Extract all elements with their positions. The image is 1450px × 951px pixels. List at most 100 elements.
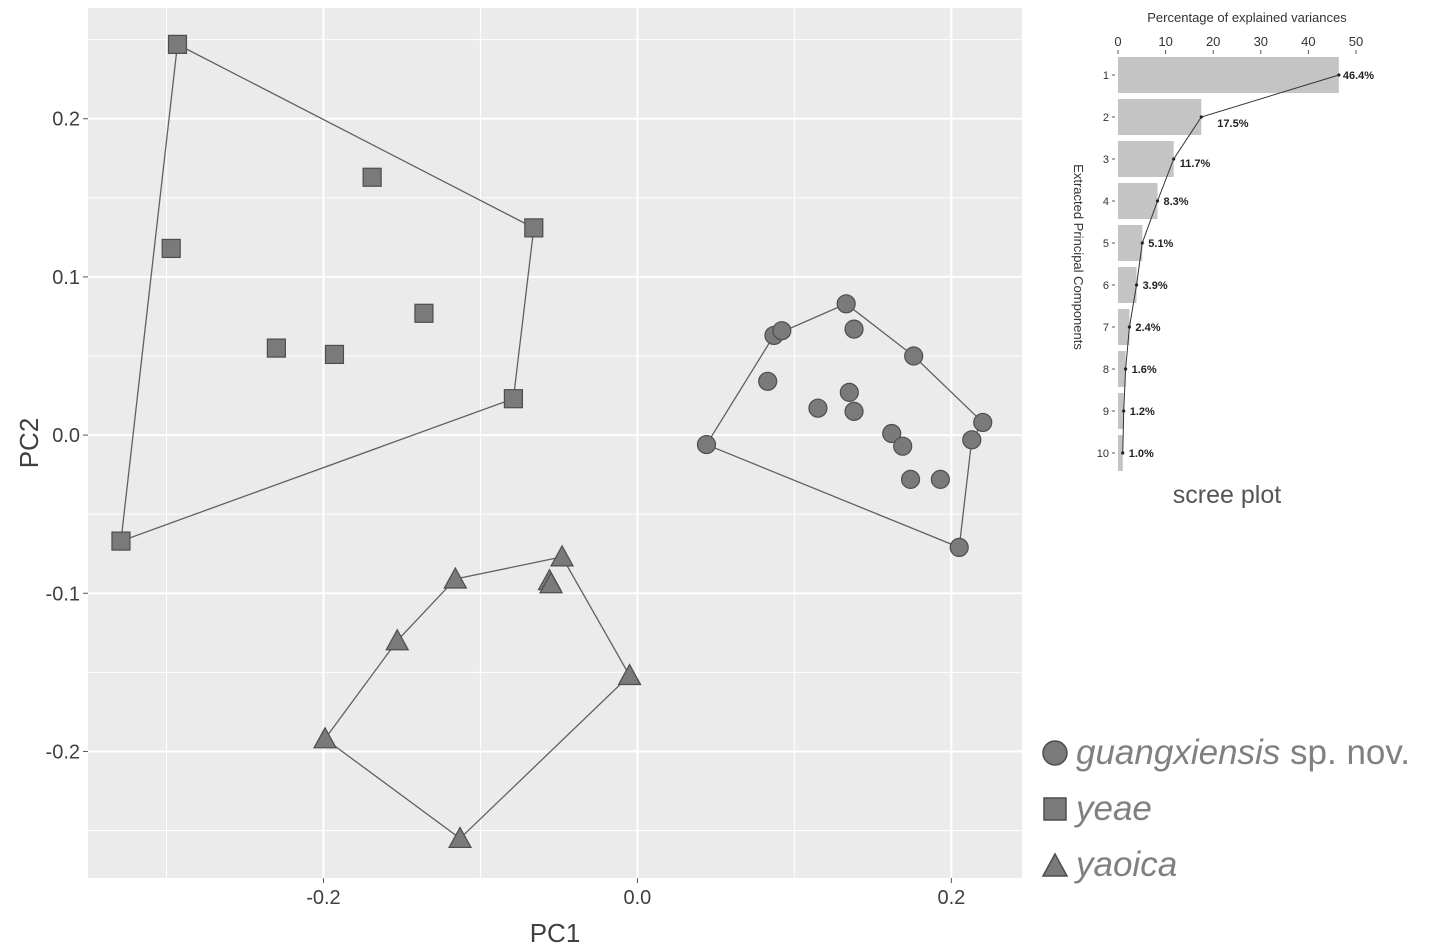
scree-point (1337, 73, 1341, 77)
legend-label-guangxiensis: guangxiensis sp. nov. (1076, 733, 1411, 772)
point-yaoica (550, 544, 575, 567)
axes: -0.2 0.0 0.2 0.2 0.1 0.0 -0.1 -0.2 (46, 109, 966, 909)
scree-plot: Percentage of explained variances 0 10 20 3… (1071, 10, 1374, 509)
point-guangxiensis (893, 436, 913, 456)
scree-bar (1118, 57, 1339, 93)
scree-y-axis-title: Extracted Principal Components (1071, 164, 1086, 350)
legend-item-yeae: yeae (1040, 781, 1448, 837)
x-tick-label: 0.0 (624, 887, 652, 909)
point-guangxiensis (962, 430, 982, 450)
scree-category-label: 6 (1103, 280, 1109, 292)
scree-bar (1118, 309, 1130, 345)
scree-point (1122, 409, 1126, 413)
scree-value-label: 2.4% (1135, 322, 1160, 334)
scree-line: 46.4% 17.5% 11.7% 8.3% 5.1% 3.9% 2.4% 1.6% 1.2% 1… (1121, 70, 1374, 460)
point-guangxiensis (949, 537, 969, 558)
scree-point (1127, 325, 1132, 329)
y-tick-label: -0.1 (46, 583, 80, 605)
plot-panel (88, 8, 1022, 878)
scree-value-label: 17.5% (1217, 118, 1248, 130)
y-axis-title: PC2 (14, 418, 44, 469)
scree-x-tick-label: 40 (1301, 34, 1315, 49)
scree-x-tick-label: 20 (1206, 34, 1220, 49)
point-yaoica (313, 726, 338, 749)
point-yaoica (385, 628, 410, 651)
scree-point (1172, 157, 1176, 161)
point-yaoica (448, 826, 473, 849)
point-guangxiensis (839, 382, 859, 402)
point-guangxiensis (758, 371, 778, 391)
point-yaoica (443, 566, 468, 589)
circle-marker-icon (1040, 738, 1070, 768)
point-guangxiensis (882, 423, 902, 444)
scree-caption: scree plot (1173, 481, 1281, 509)
scree-point (1121, 451, 1125, 455)
scree-x-tick-label: 50 (1349, 34, 1363, 49)
point-yeae (324, 344, 345, 365)
point-yaoica (539, 571, 564, 594)
point-yeae (167, 34, 188, 54)
scree-category-label: 2 (1103, 112, 1109, 124)
scree-bars: 1 2 3 4 5 6 7 8 9 10 (1097, 57, 1339, 471)
scree-category-label: 8 (1103, 364, 1109, 376)
point-guangxiensis (973, 412, 993, 433)
point-guangxiensis (808, 398, 828, 418)
y-tick-label: 0.0 (52, 425, 80, 447)
scree-category-label: 7 (1103, 322, 1109, 334)
square-marker-icon (1040, 794, 1070, 824)
scree-bar (1118, 435, 1123, 471)
point-guangxiensis (696, 434, 717, 455)
scree-x-tick-label: 30 (1254, 34, 1268, 49)
point-guangxiensis (844, 401, 864, 421)
point-guangxiensis (930, 469, 950, 489)
point-yeae (111, 531, 131, 551)
scree-title: Percentage of explained variances (1147, 10, 1347, 25)
y-tick-label: 0.1 (52, 267, 80, 289)
point-guangxiensis (844, 319, 864, 339)
scree-category-label: 5 (1103, 238, 1109, 250)
point-guangxiensis (900, 469, 921, 489)
scree-value-label: 11.7% (1180, 158, 1211, 170)
y-tick-label: 0.2 (52, 109, 80, 131)
scree-category-label: 10 (1097, 448, 1109, 460)
triangle-marker-icon (1040, 850, 1070, 880)
scree-bar (1118, 183, 1158, 219)
data-points (111, 34, 993, 849)
scree-axis: 0 10 20 30 40 50 (1114, 34, 1363, 54)
point-yeae (414, 303, 434, 323)
scree-x-tick-label: 0 (1114, 34, 1121, 49)
scree-value-label: 5.1% (1148, 238, 1173, 250)
x-tick-label: 0.2 (937, 887, 965, 909)
point-yeae (266, 338, 286, 358)
point-yeae (503, 389, 524, 409)
scree-point (1134, 283, 1139, 287)
scree-point (1199, 115, 1203, 119)
x-axis-title: PC1 (530, 918, 581, 948)
point-guangxiensis (904, 346, 924, 366)
point-guangxiensis (836, 294, 856, 314)
scree-bar (1118, 99, 1202, 135)
x-tick-label: -0.2 (306, 887, 340, 909)
scree-value-label: 1.0% (1129, 448, 1154, 460)
scree-category-label: 1 (1103, 70, 1109, 82)
legend-item-yaoica: yaoica (1040, 837, 1448, 893)
scree-value-label: 8.3% (1164, 196, 1189, 208)
scree-bar (1118, 141, 1174, 177)
legend: guangxiensis sp. nov. yeae yaoica (1040, 725, 1448, 893)
scree-point (1155, 199, 1160, 203)
y-tick-label: -0.2 (46, 741, 80, 763)
pca-scatter-chart: -0.2 0.0 0.2 0.2 0.1 0.0 -0.1 -0.2 PC1 PC2 (14, 8, 1022, 948)
point-yaoica (617, 663, 642, 686)
scree-value-label: 3.9% (1143, 280, 1168, 292)
scree-category-label: 3 (1103, 154, 1109, 166)
scree-bar (1118, 393, 1124, 429)
scree-bar (1118, 267, 1137, 303)
scree-curve (1122, 74, 1340, 454)
scree-category-label: 4 (1103, 196, 1109, 208)
legend-label-yaoica: yaoica (1076, 845, 1178, 884)
scree-bar (1118, 351, 1126, 387)
point-yeae (161, 238, 181, 259)
point-yeae (362, 167, 382, 187)
scree-value-label: 1.2% (1130, 406, 1155, 418)
legend-item-guangxiensis: guangxiensis sp. nov. (1040, 725, 1448, 781)
